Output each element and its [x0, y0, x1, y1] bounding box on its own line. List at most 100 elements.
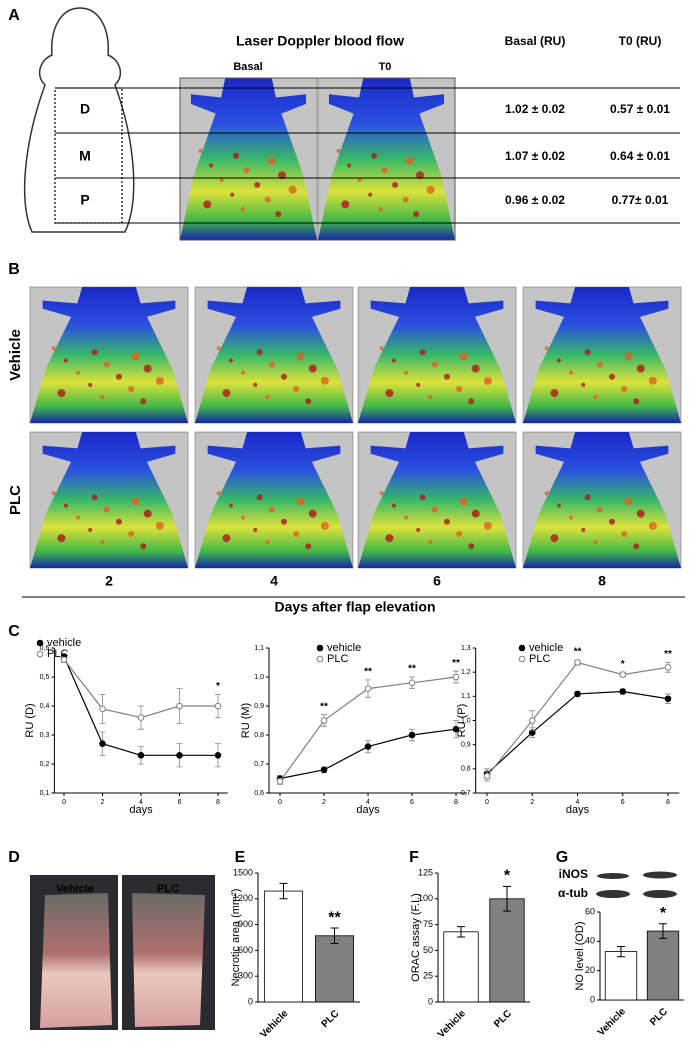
- significance: *: [660, 905, 667, 922]
- day-label: 8: [598, 573, 606, 589]
- perfusion-spot: [203, 200, 212, 209]
- perfusion-spot: [341, 200, 350, 209]
- perfusion-spot: [550, 389, 559, 398]
- column-header: Basal (RU): [505, 34, 566, 48]
- y-tick-label: 1,2: [461, 669, 471, 676]
- perfusion-spot: [471, 364, 480, 373]
- perfusion-spot: [131, 497, 140, 506]
- data-point: [408, 731, 416, 739]
- perfusion-spot: [357, 178, 362, 183]
- perfusion-spot: [385, 534, 394, 543]
- perfusion-spot: [103, 506, 110, 513]
- y-tick-label: 1200: [233, 893, 253, 903]
- perfusion-spot: [391, 358, 396, 363]
- perfusion-spot: [76, 370, 81, 375]
- perfusion-map: [358, 432, 516, 568]
- y-tick-label: 0,8: [254, 732, 264, 739]
- perfusion-spot: [305, 543, 312, 550]
- bar: [443, 931, 479, 1003]
- perfusion-spot: [584, 494, 591, 501]
- perfusion-spot: [155, 521, 164, 530]
- significance: **: [574, 647, 582, 658]
- legend-marker: [36, 650, 44, 658]
- y-tick-label: 0,8: [461, 766, 471, 773]
- x-tick-label: PLC: [492, 1008, 514, 1030]
- data-point: [483, 772, 491, 780]
- x-tick-label: 6: [621, 799, 625, 806]
- x-tick-label: PLC: [648, 1006, 670, 1028]
- data-point: [528, 717, 536, 724]
- region-label: P: [80, 192, 89, 208]
- perfusion-spot: [256, 494, 263, 501]
- perfusion-spot: [320, 376, 329, 385]
- y-tick-label: 1,3: [461, 645, 471, 652]
- y-axis-label: RU (P): [456, 704, 468, 738]
- perfusion-map: [30, 287, 188, 423]
- perfusion-spot: [381, 167, 388, 174]
- perfusion-spot: [633, 543, 640, 550]
- panel-label: B: [8, 261, 20, 278]
- perfusion-spot: [128, 386, 135, 392]
- y-tick-label: 1,1: [461, 693, 471, 700]
- perfusion-spot: [404, 370, 409, 375]
- perfusion-spot: [581, 382, 586, 387]
- perfusion-spot: [550, 534, 559, 543]
- column-header: T0 (RU): [619, 34, 662, 48]
- perfusion-spot: [483, 376, 492, 385]
- perfusion-spot: [88, 527, 93, 532]
- perfusion-map: [358, 287, 516, 423]
- y-axis-label: RU (M): [240, 703, 252, 738]
- perfusion-spot: [268, 361, 275, 368]
- perfusion-spot: [456, 386, 463, 392]
- blot-band: [596, 890, 630, 898]
- perfusion-spot: [621, 386, 628, 392]
- y-tick-label: 100: [418, 893, 433, 903]
- x-tick-label: 4: [139, 799, 143, 806]
- legend-marker: [36, 639, 44, 647]
- perfusion-spot: [347, 163, 352, 168]
- y-tick-label: 0: [590, 994, 595, 1004]
- perfusion-spot: [581, 527, 586, 532]
- x-tick-label: 2: [101, 799, 105, 806]
- significance: **: [328, 909, 341, 926]
- y-tick-label: 900: [238, 919, 253, 929]
- y-tick-label: 25: [423, 971, 433, 981]
- perfusion-spot: [459, 497, 468, 506]
- perfusion-spot: [228, 358, 233, 363]
- perfusion-spot: [51, 346, 56, 351]
- y-tick-label: 0,6: [254, 790, 264, 797]
- rat-outline: [23, 7, 135, 233]
- legend-label: vehicle: [529, 642, 563, 654]
- perfusion-spot: [308, 509, 317, 518]
- y-tick-label: 600: [238, 945, 253, 955]
- perfusion-spot: [431, 506, 438, 513]
- perfusion-spot: [379, 346, 384, 351]
- perfusion-spot: [140, 543, 147, 550]
- data-point: [214, 702, 222, 710]
- data-point: [364, 685, 372, 692]
- perfusion-spot: [483, 521, 492, 530]
- perfusion-spot: [91, 349, 98, 356]
- perfusion-spot: [456, 531, 463, 537]
- legend-marker: [518, 655, 526, 663]
- bar: [314, 935, 355, 1003]
- perfusion-spot: [57, 534, 66, 543]
- data-point: [214, 752, 222, 759]
- significance: *: [621, 659, 625, 670]
- perfusion-spot: [426, 185, 435, 194]
- y-tick-label: 0,3: [40, 732, 50, 739]
- perfusion-spot: [57, 389, 66, 398]
- table-cell: 0.77± 0.01: [612, 193, 669, 207]
- perfusion-spot: [63, 503, 68, 508]
- perfusion-spot: [143, 364, 152, 373]
- perfusion-spot: [416, 171, 425, 180]
- image-label: T0: [379, 61, 392, 73]
- perfusion-spot: [216, 491, 221, 496]
- perfusion-spot: [471, 509, 480, 518]
- error-bar-lower: [457, 931, 465, 938]
- data-point: [619, 671, 627, 678]
- table-cell: 1.07 ± 0.02: [505, 149, 565, 163]
- y-tick-label: 0: [428, 996, 433, 1006]
- bar: [604, 951, 638, 1001]
- y-tick-label: 0,9: [461, 742, 471, 749]
